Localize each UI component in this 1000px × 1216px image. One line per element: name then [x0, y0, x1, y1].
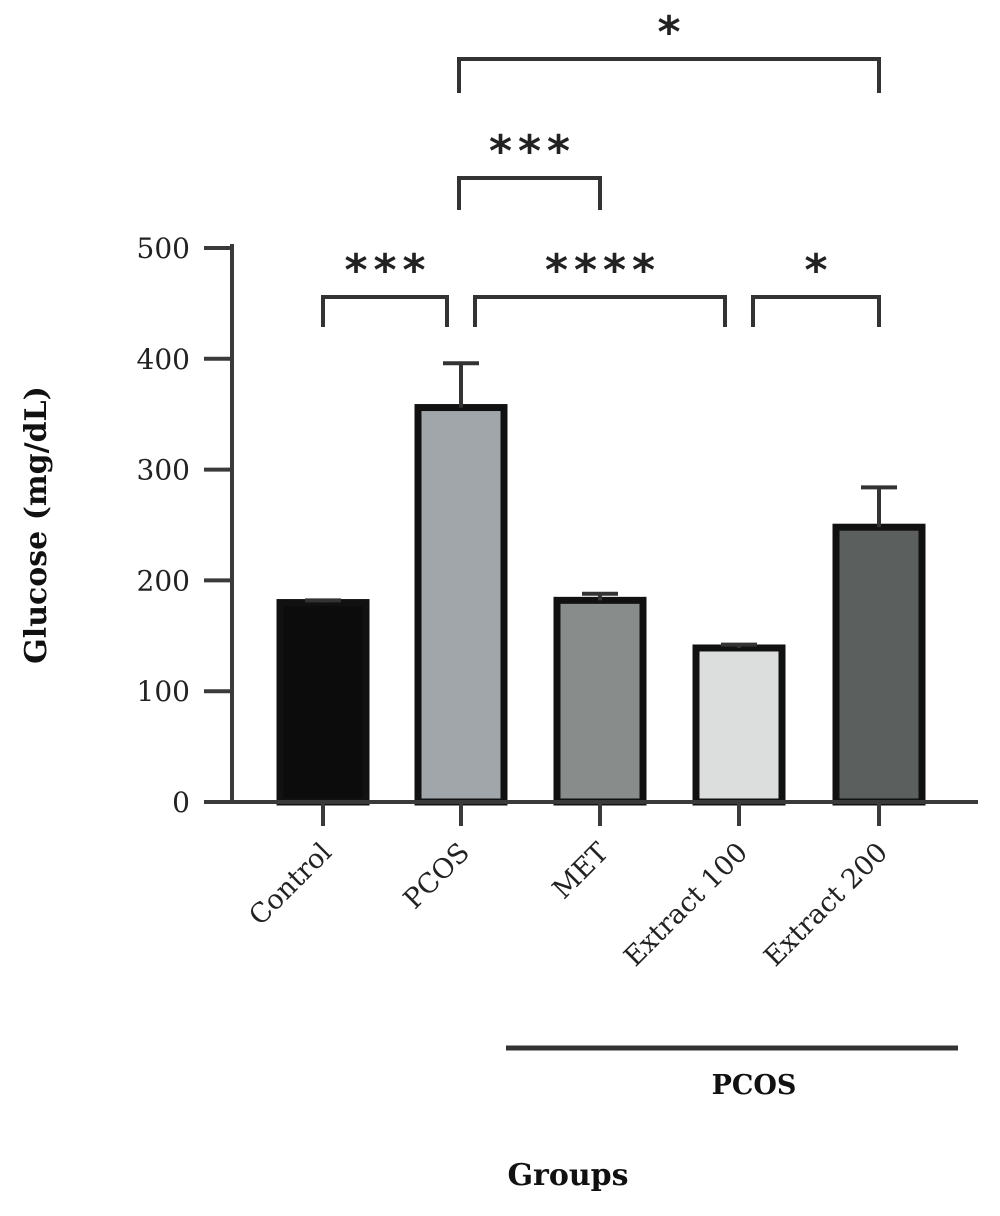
- y-tick-label: 400: [137, 343, 190, 376]
- significance-brackets: *** **** *****: [321, 7, 881, 327]
- x-tick-label: Extract 100: [618, 837, 754, 973]
- axes-group: [204, 244, 978, 826]
- significance-label: ****: [545, 245, 661, 296]
- y-tick-label: 100: [137, 675, 190, 708]
- significance-bracket: [457, 176, 602, 210]
- x-axis-title: Groups: [507, 1158, 628, 1193]
- x-tick-label: MET: [547, 837, 615, 905]
- x-tick-label: Control: [243, 837, 338, 932]
- y-tick-label: 500: [137, 232, 190, 265]
- significance-bracket: [457, 57, 881, 93]
- bar-extract-200: [832, 523, 926, 806]
- bar-extract-100: [692, 644, 786, 806]
- x-tick-label: Extract 200: [758, 837, 894, 973]
- y-axis-title: Glucose (mg/dL): [19, 386, 54, 664]
- bar-pcos: [414, 404, 508, 806]
- significance-bracket: [321, 295, 449, 327]
- error-bars-group: [305, 361, 897, 648]
- y-tick-label: 0: [172, 786, 190, 819]
- significance-label: ***: [344, 245, 431, 296]
- bar-control: [276, 599, 370, 806]
- significance-label: *: [657, 7, 686, 58]
- significance-label: ***: [489, 126, 576, 177]
- group-bracket-label: PCOS: [712, 1070, 797, 1101]
- bar-met: [553, 596, 647, 806]
- x-tick-label: PCOS: [398, 837, 476, 915]
- y-tick-label: 300: [137, 454, 190, 487]
- bars-group: [276, 404, 926, 806]
- y-tick-label: 200: [137, 564, 190, 597]
- significance-label: *: [804, 245, 833, 296]
- significance-bracket: [473, 295, 727, 327]
- significance-bracket: [751, 295, 881, 327]
